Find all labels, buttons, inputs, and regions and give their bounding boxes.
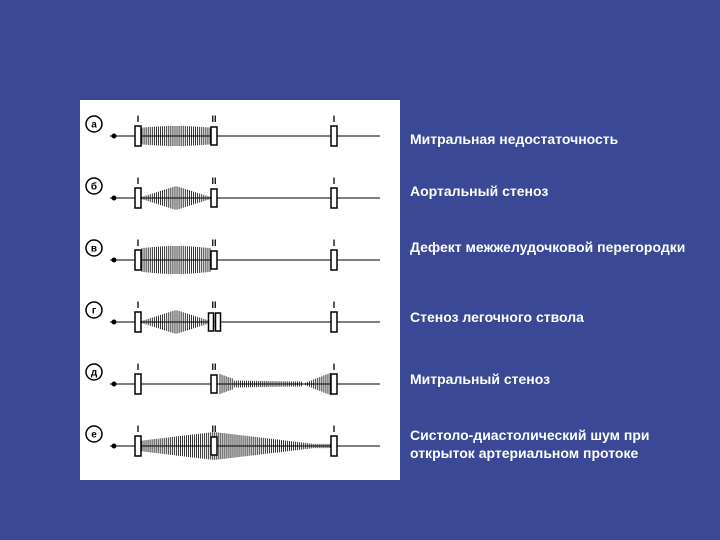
svg-text:б: б: [91, 181, 97, 193]
svg-text:д: д: [91, 368, 98, 379]
svg-text:II: II: [211, 176, 216, 186]
svg-text:II: II: [211, 424, 216, 434]
svg-text:г: г: [92, 306, 96, 317]
svg-text:I: I: [137, 176, 140, 186]
svg-text:II: II: [211, 114, 216, 124]
svg-text:II: II: [211, 362, 216, 372]
svg-text:I: I: [137, 300, 140, 310]
label-e: Систоло-диастолический шум при открыток …: [410, 426, 690, 462]
svg-text:II: II: [211, 238, 216, 248]
svg-text:I: I: [137, 114, 140, 124]
pcg-svg: аIIIIбIIIIвIIIIгIIIIдIIIIеIIII: [80, 100, 400, 480]
label-v: Дефект межжелудочковой перегородки: [410, 238, 690, 256]
svg-text:I: I: [137, 424, 140, 434]
label-a: Митральная недостаточность: [410, 130, 690, 148]
svg-text:е: е: [91, 430, 97, 441]
svg-text:I: I: [333, 176, 336, 186]
svg-text:I: I: [333, 114, 336, 124]
phonocardiogram-diagram: аIIIIбIIIIвIIIIгIIIIдIIIIеIIII: [80, 100, 400, 480]
svg-text:в: в: [91, 244, 97, 255]
svg-text:I: I: [333, 362, 336, 372]
svg-text:I: I: [137, 362, 140, 372]
label-b: Аортальный стеноз: [410, 182, 690, 200]
svg-text:I: I: [333, 424, 336, 434]
svg-text:I: I: [333, 300, 336, 310]
svg-text:а: а: [91, 120, 97, 131]
label-g: Стеноз легочного ствола: [410, 308, 690, 326]
labels-column: Митральная недостаточность Аортальный ст…: [410, 100, 700, 480]
svg-text:I: I: [333, 238, 336, 248]
svg-text:II: II: [211, 300, 216, 310]
label-d: Митральный стеноз: [410, 370, 690, 388]
svg-text:I: I: [137, 238, 140, 248]
